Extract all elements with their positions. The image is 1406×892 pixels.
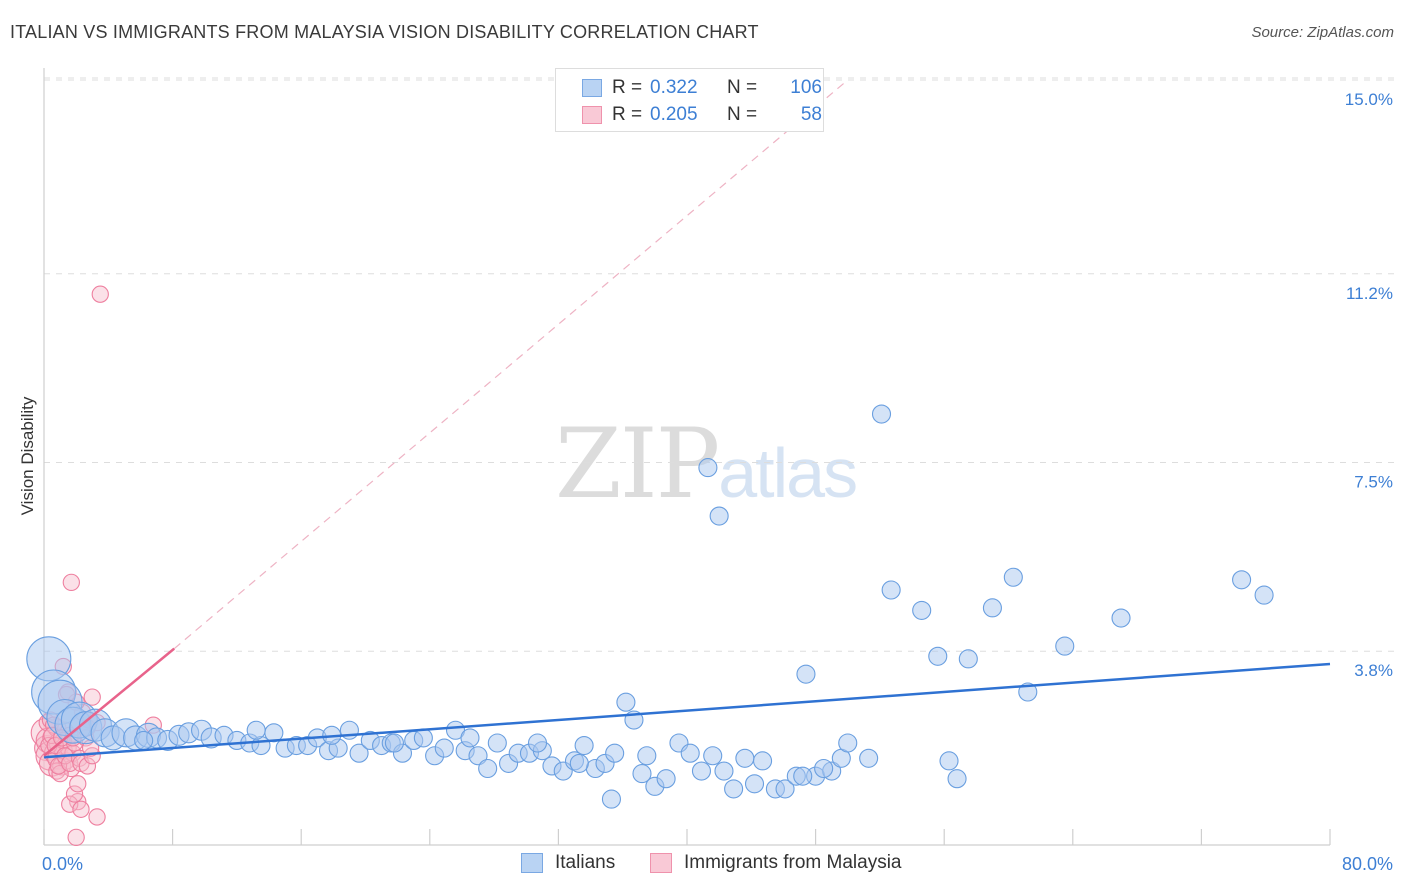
point-italians: [698, 458, 718, 478]
point-italians: [709, 506, 729, 526]
point-italians: [939, 751, 959, 771]
source-label: Source: ZipAtlas.com: [1251, 24, 1394, 41]
legend-label-malaysia: Immigrants from Malaysia: [684, 852, 902, 873]
point-italians: [349, 743, 369, 763]
legend-r-label: R =: [612, 77, 643, 98]
point-italians: [656, 769, 676, 789]
point-malaysia: [83, 688, 101, 706]
point-italians: [680, 743, 700, 763]
point-italians: [637, 746, 657, 766]
tick-labels: 3.8% 7.5% 11.2% 15.0% 0.0% 80.0%: [42, 90, 1393, 874]
point-malaysia: [88, 808, 106, 826]
point-italians: [1018, 682, 1038, 702]
point-italians: [434, 738, 454, 758]
point-italians: [468, 746, 488, 766]
point-italians: [714, 761, 734, 781]
point-italians: [735, 748, 755, 768]
legend-r-value: 0.205: [650, 104, 698, 125]
point-italians: [871, 404, 892, 424]
point-italians: [1003, 567, 1023, 587]
point-italians: [246, 720, 266, 740]
legend-swatch-pink: [582, 106, 602, 124]
point-italians: [384, 733, 404, 753]
x-tick-label-min: 0.0%: [42, 854, 83, 874]
legend-label-italians: Italians: [555, 852, 616, 873]
point-malaysia: [49, 757, 68, 775]
point-malaysia: [72, 800, 90, 818]
point-malaysia: [65, 785, 84, 803]
point-italians: [724, 779, 744, 799]
chart-title: ITALIAN VS IMMIGRANTS FROM MALAYSIA VISI…: [10, 22, 759, 42]
point-italians: [460, 728, 480, 748]
point-italians: [605, 743, 625, 763]
point-italians: [574, 735, 594, 756]
legend-n-value: 58: [800, 104, 822, 125]
point-malaysia: [62, 573, 80, 592]
point-italians: [478, 758, 498, 779]
y-tick-label: 7.5%: [1354, 473, 1393, 492]
point-italians: [753, 751, 773, 771]
point-italians: [569, 753, 589, 773]
watermark-zip: ZIP: [555, 408, 720, 520]
point-italians: [487, 733, 507, 753]
point-italians: [1232, 570, 1252, 590]
legend-swatch-blue: [582, 79, 602, 97]
watermark-atlas: atlas: [718, 434, 858, 512]
point-italians: [744, 774, 765, 794]
legend-swatch-blue: [521, 853, 543, 873]
point-italians: [982, 598, 1002, 618]
x-tick-label-max: 80.0%: [1342, 854, 1393, 874]
point-malaysia: [67, 828, 85, 847]
legend-r-value: 0.322: [650, 77, 698, 98]
point-italians: [703, 746, 723, 766]
point-italians: [793, 766, 813, 786]
trend-line-malaysia: [43, 647, 176, 757]
point-italians: [632, 764, 652, 784]
point-italians: [616, 692, 636, 712]
point-malaysia: [91, 285, 109, 303]
point-italians: [947, 769, 967, 789]
trend-extension-malaysia: [173, 79, 849, 650]
watermark: ZIPatlas: [555, 408, 858, 520]
point-italians: [601, 789, 621, 809]
y-tick-label: 15.0%: [1345, 90, 1393, 109]
trend-extension-lines: [173, 79, 849, 650]
legend-n-label: N =: [727, 104, 758, 125]
series-malaysia-points: [30, 285, 162, 847]
point-malaysia: [61, 795, 79, 813]
point-italians: [1055, 636, 1075, 656]
y-tick-label: 11.2%: [1346, 284, 1393, 303]
trend-line-italians: [43, 662, 1331, 759]
point-italians: [775, 779, 795, 799]
point-italians: [691, 761, 712, 781]
point-italians: [413, 728, 433, 748]
point-italians: [1254, 585, 1274, 605]
axes: [43, 68, 1331, 846]
point-italians: [958, 649, 978, 669]
point-malaysia: [69, 775, 87, 793]
y-tick-label: 3.8%: [1354, 661, 1393, 680]
point-italians: [814, 758, 834, 779]
series-italians-points: [26, 404, 1274, 809]
legend-n-value: 106: [790, 77, 822, 98]
point-italians: [527, 733, 548, 753]
point-italians: [838, 733, 858, 753]
legend-n-label: N =: [727, 77, 758, 98]
point-italians: [796, 664, 816, 684]
stats-legend: R = 0.322 N = 106 R = 0.205 N = 58: [555, 68, 824, 132]
legend-swatch-pink: [650, 853, 672, 873]
point-italians: [859, 748, 879, 768]
point-malaysia: [78, 757, 97, 775]
trend-lines: [43, 647, 1331, 759]
legend-r-label: R =: [612, 104, 643, 125]
point-italians: [134, 730, 154, 751]
point-italians: [1111, 608, 1131, 628]
y-axis-label: Vision Disability: [18, 396, 37, 516]
point-italians: [881, 580, 901, 600]
point-italians: [928, 646, 948, 666]
grid-lines: [44, 77, 1395, 652]
point-italians: [912, 600, 932, 620]
